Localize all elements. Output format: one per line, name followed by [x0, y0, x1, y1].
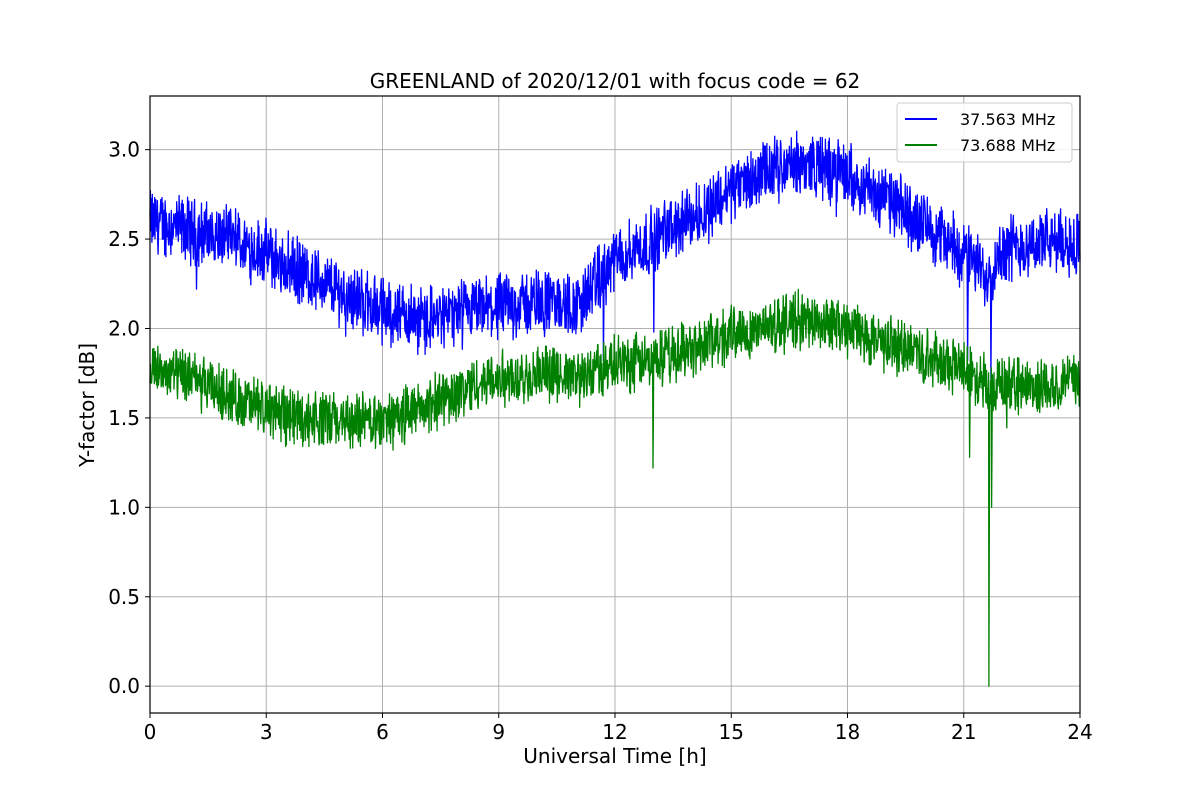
series-line-0 [149, 130, 1081, 380]
x-tick-label: 24 [1067, 720, 1092, 744]
y-tick-label: 2.0 [108, 316, 140, 340]
x-axis-label: Universal Time [h] [523, 744, 706, 768]
x-tick-label: 15 [719, 720, 744, 744]
chart-title: GREENLAND of 2020/12/01 with focus code … [370, 69, 861, 93]
y-tick-label: 0.5 [108, 585, 140, 609]
series-line-1 [149, 288, 1081, 687]
y-tick-label: 2.5 [108, 227, 140, 251]
ticks: 0 3 6 9 12 15 18 21 24 0.0 0.5 1.0 1.5 2.0 2.5 3.0 [108, 138, 1093, 744]
legend-label-green: 73.688 MHz [960, 136, 1055, 155]
legend-label-blue: 37.563 MHz [960, 110, 1055, 129]
x-tick-label: 6 [376, 720, 389, 744]
y-tick-label: 3.0 [108, 138, 140, 162]
x-tick-label: 18 [835, 720, 860, 744]
x-tick-label: 12 [602, 720, 627, 744]
y-tick-label: 0.0 [108, 674, 140, 698]
x-tick-label: 3 [260, 720, 273, 744]
y-tick-label: 1.5 [108, 406, 140, 430]
y-tick-label: 1.0 [108, 495, 140, 519]
series-layer [149, 130, 1081, 687]
x-tick-label: 21 [951, 720, 976, 744]
legend-box [896, 102, 1073, 163]
x-tick-label: 9 [492, 720, 505, 744]
x-tick-label: 0 [144, 720, 157, 744]
legend: 37.563 MHz 73.688 MHz [896, 102, 1073, 163]
y-axis-label: Y-factor [dB] [75, 343, 99, 468]
